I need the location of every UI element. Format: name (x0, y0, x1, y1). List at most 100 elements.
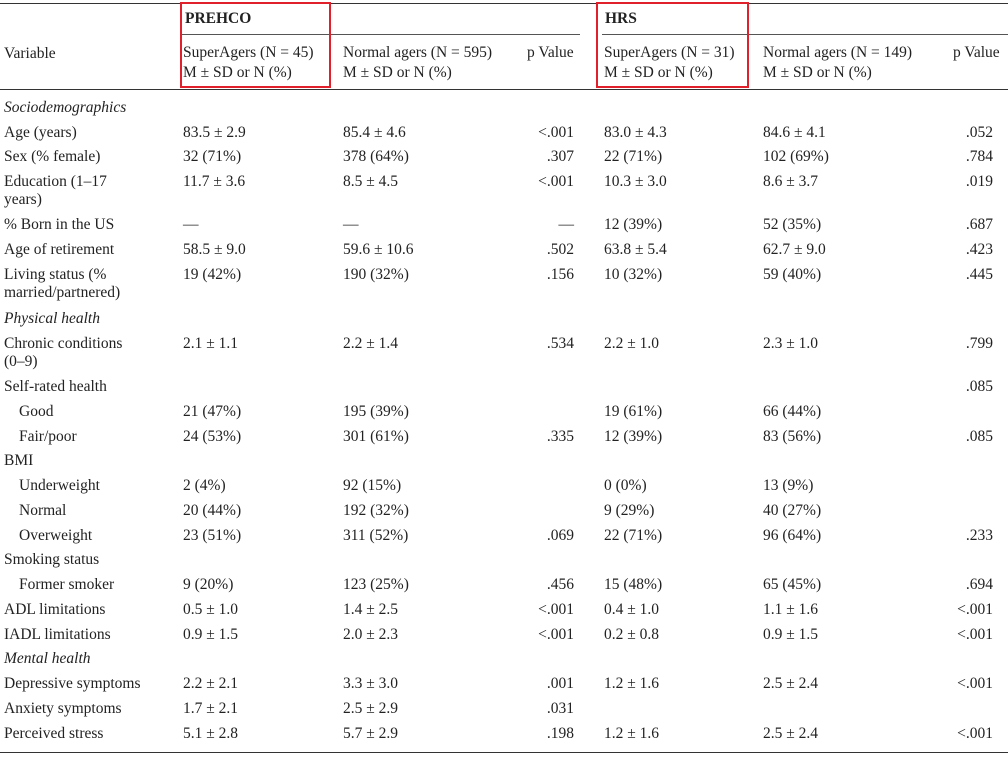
cell-prehco-superagers: 11.7 ± 3.6 (183, 173, 246, 190)
table-row: Fair/poor 24 (53%) 301 (61%) 12 (39%) 83 (56… (0, 427, 1008, 452)
cell-hrs-normal: 83 (56%) (763, 428, 822, 445)
cell-hrs-normal: 2.5 ± 2.4 (763, 675, 819, 692)
cell-prehco-superagers: 0.5 ± 1.0 (183, 601, 239, 618)
table-row: Good 21 (47%) 195 (39%) 19 (61%) 66 (44%) (0, 402, 1008, 427)
col-header-hrs-normal-sub: M ± SD or N (%) (763, 64, 872, 81)
cell-prehco-normal: 311 (52%) (343, 527, 409, 544)
cell-prehco-superagers: 9 (20%) (183, 576, 234, 593)
cell-prehco-normal: — (343, 216, 359, 233)
row-label-continued: married/partnered) (4, 284, 121, 301)
cell-prehco-pvalue: <.001 (538, 601, 574, 618)
row-label: Overweight (19, 527, 93, 544)
table-row: Sex (% female) 32 (71%) 378 (64%) 22 (71%) 1… (0, 147, 1008, 172)
cell-hrs-normal: 2.3 ± 1.0 (763, 335, 819, 352)
cell-hrs-superagers: 2.2 ± 1.0 (604, 335, 660, 352)
cell-hrs-normal: 66 (44%) (763, 403, 822, 420)
top-rule (0, 3, 1008, 4)
table-row: Chronic conditions (0–9) 2.1 ± 1.1 2.2 ± 1.… (0, 334, 1008, 370)
col-header-prehco-superagers-sub: M ± SD or N (%) (183, 64, 292, 81)
cell-prehco-pvalue: .335 (546, 428, 574, 445)
col-header-variable: Variable (4, 45, 56, 62)
cell-hrs-superagers: 0 (0%) (604, 477, 647, 494)
cell-prehco-normal: 190 (32%) (343, 266, 409, 283)
bottom-rule (0, 752, 1008, 753)
cell-prehco-superagers: 2.2 ± 2.1 (183, 675, 239, 692)
row-label: IADL limitations (4, 626, 111, 643)
cell-hrs-superagers: 19 (61%) (604, 403, 663, 420)
section-row: Mental health (0, 649, 1008, 674)
section-label: Sociodemographics (4, 99, 127, 116)
cell-hrs-superagers: 1.2 ± 1.6 (604, 725, 660, 742)
cell-hrs-superagers: 0.2 ± 0.8 (604, 626, 660, 643)
cell-prehco-superagers: 0.9 ± 1.5 (183, 626, 239, 643)
cell-prehco-superagers: 23 (51%) (183, 527, 242, 544)
cell-hrs-superagers: 22 (71%) (604, 527, 663, 544)
col-header-prehco-normal: Normal agers (N = 595) (343, 44, 493, 61)
row-label: Living status (% (4, 266, 107, 283)
table-row: BMI (0, 451, 1008, 476)
cell-prehco-superagers: 2.1 ± 1.1 (183, 335, 239, 352)
col-header-prehco-superagers: SuperAgers (N = 45) (183, 44, 314, 61)
cell-prehco-pvalue: — (558, 216, 575, 233)
col-header-hrs-normal: Normal agers (N = 149) (763, 44, 913, 61)
cell-hrs-pvalue: <.001 (957, 601, 993, 618)
cell-prehco-pvalue: .456 (546, 576, 574, 593)
table-row: Education (1–17 years) 11.7 ± 3.6 8.5 ± 4.5… (0, 172, 1008, 208)
cell-prehco-pvalue: .001 (546, 675, 574, 692)
cell-prehco-normal: 8.5 ± 4.5 (343, 173, 399, 190)
cell-hrs-pvalue: .694 (965, 576, 993, 593)
cell-prehco-superagers: 5.1 ± 2.8 (183, 725, 239, 742)
cell-hrs-pvalue: .052 (965, 124, 993, 141)
col-header-hrs-pvalue: p Value (953, 44, 1000, 61)
cell-hrs-superagers: 22 (71%) (604, 148, 663, 165)
row-label-continued: years) (4, 191, 42, 208)
cell-prehco-normal: 1.4 ± 2.5 (343, 601, 399, 618)
cell-prehco-pvalue: .307 (546, 148, 574, 165)
table-row: Former smoker 9 (20%) 123 (25%) 15 (48%) 65 … (0, 575, 1008, 600)
cell-hrs-pvalue: .784 (965, 148, 993, 165)
cell-hrs-superagers: 12 (39%) (604, 428, 663, 445)
row-label: Smoking status (4, 551, 100, 568)
cell-hrs-superagers: 12 (39%) (604, 216, 663, 233)
row-label: Age of retirement (4, 241, 115, 258)
cell-hrs-superagers: 9 (29%) (604, 502, 655, 519)
cell-prehco-pvalue: .198 (546, 725, 574, 742)
group-rule-hrs (602, 34, 1008, 35)
row-label: Good (19, 403, 54, 420)
cell-hrs-pvalue: .085 (965, 428, 993, 445)
cell-hrs-pvalue: <.001 (957, 675, 993, 692)
table-row: Age (years) 83.5 ± 2.9 85.4 ± 4.6 83.0 ± 4.… (0, 123, 1008, 148)
row-label: Perceived stress (4, 725, 104, 742)
cell-prehco-normal: 59.6 ± 10.6 (343, 241, 414, 258)
table-row: % Born in the US — — 12 (39%) 52 (35%) — .687 (0, 215, 1008, 240)
table-row: Underweight 2 (4%) 92 (15%) 0 (0%) 13 (9%) (0, 476, 1008, 501)
row-label: Sex (% female) (4, 148, 101, 165)
section-row: Sociodemographics (0, 98, 1008, 123)
cell-hrs-normal: 65 (45%) (763, 576, 822, 593)
cell-prehco-superagers: 1.7 ± 2.1 (183, 700, 239, 717)
cell-hrs-normal: 2.5 ± 2.4 (763, 725, 819, 742)
cell-prehco-normal: 192 (32%) (343, 502, 409, 519)
cell-prehco-superagers: 24 (53%) (183, 428, 242, 445)
cell-hrs-superagers: 0.4 ± 1.0 (604, 601, 660, 618)
table-row: Normal 20 (44%) 192 (32%) 9 (29%) 40 (27%) (0, 501, 1008, 526)
row-label: Anxiety symptoms (4, 700, 122, 717)
row-label: ADL limitations (4, 601, 106, 618)
cell-hrs-normal: 8.6 ± 3.7 (763, 173, 819, 190)
section-label: Physical health (4, 310, 100, 327)
cell-prehco-superagers: 32 (71%) (183, 148, 242, 165)
col-header-hrs-superagers: SuperAgers (N = 31) (604, 44, 735, 61)
group-header-hrs: HRS (605, 10, 637, 27)
table-row: Age of retirement 58.5 ± 9.0 59.6 ± 10.6 63… (0, 240, 1008, 265)
row-label: Age (years) (4, 124, 77, 141)
table-row: Self-rated health .085 (0, 377, 1008, 402)
cell-prehco-pvalue: <.001 (538, 173, 574, 190)
cell-hrs-superagers: 83.0 ± 4.3 (604, 124, 667, 141)
cell-prehco-normal: 378 (64%) (343, 148, 409, 165)
row-label: Normal (19, 502, 67, 519)
cell-hrs-normal: 96 (64%) (763, 527, 822, 544)
cell-prehco-superagers: 21 (47%) (183, 403, 242, 420)
row-label: Self-rated health (4, 378, 107, 395)
col-header-prehco-pvalue: p Value (527, 44, 574, 61)
row-label-continued: (0–9) (4, 353, 38, 370)
